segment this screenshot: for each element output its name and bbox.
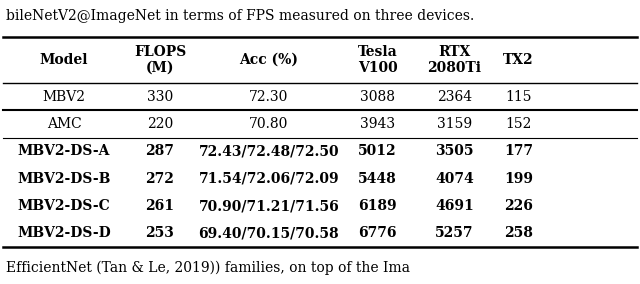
Text: 199: 199 xyxy=(504,172,533,186)
Text: 220: 220 xyxy=(147,117,173,131)
Text: 72.43/72.48/72.50: 72.43/72.48/72.50 xyxy=(198,145,339,158)
Text: 5448: 5448 xyxy=(358,172,397,186)
Text: 226: 226 xyxy=(504,199,533,213)
Text: AMC: AMC xyxy=(47,117,81,131)
Text: Tesla
V100: Tesla V100 xyxy=(358,45,397,75)
Text: 177: 177 xyxy=(504,145,533,158)
Text: Acc (%): Acc (%) xyxy=(239,53,298,67)
Text: 72.30: 72.30 xyxy=(249,90,289,104)
Text: 253: 253 xyxy=(145,226,175,241)
Text: 152: 152 xyxy=(505,117,532,131)
Text: bileNetV2@ImageNet in terms of FPS measured on three devices.: bileNetV2@ImageNet in terms of FPS measu… xyxy=(6,9,475,22)
Text: 3505: 3505 xyxy=(435,145,474,158)
Text: 71.54/72.06/72.09: 71.54/72.06/72.09 xyxy=(198,172,339,186)
Text: MBV2-DS-B: MBV2-DS-B xyxy=(17,172,111,186)
Text: 5257: 5257 xyxy=(435,226,474,241)
Text: 3088: 3088 xyxy=(360,90,395,104)
Text: FLOPS
(M): FLOPS (M) xyxy=(134,45,186,75)
Text: RTX
2080Ti: RTX 2080Ti xyxy=(428,45,481,75)
Text: 5012: 5012 xyxy=(358,145,397,158)
Text: 258: 258 xyxy=(504,226,533,241)
Text: 115: 115 xyxy=(505,90,532,104)
Text: MBV2-DS-A: MBV2-DS-A xyxy=(18,145,110,158)
Text: 261: 261 xyxy=(145,199,175,213)
Text: 287: 287 xyxy=(145,145,175,158)
Text: 330: 330 xyxy=(147,90,173,104)
Text: MBV2-DS-D: MBV2-DS-D xyxy=(17,226,111,241)
Text: EfficientNet (Tan & Le, 2019)) families, on top of the Ima: EfficientNet (Tan & Le, 2019)) families,… xyxy=(6,261,410,275)
Text: 70.90/71.21/71.56: 70.90/71.21/71.56 xyxy=(198,199,339,213)
Text: 4074: 4074 xyxy=(435,172,474,186)
Text: 2364: 2364 xyxy=(437,90,472,104)
Text: 4691: 4691 xyxy=(435,199,474,213)
Text: 272: 272 xyxy=(145,172,175,186)
Text: 6776: 6776 xyxy=(358,226,397,241)
Text: MBV2-DS-C: MBV2-DS-C xyxy=(18,199,110,213)
Text: 3943: 3943 xyxy=(360,117,395,131)
Text: MBV2: MBV2 xyxy=(42,90,86,104)
Text: 6189: 6189 xyxy=(358,199,397,213)
Text: Model: Model xyxy=(40,53,88,67)
Text: 3159: 3159 xyxy=(437,117,472,131)
Text: 69.40/70.15/70.58: 69.40/70.15/70.58 xyxy=(198,226,339,241)
Text: TX2: TX2 xyxy=(503,53,534,67)
Text: 70.80: 70.80 xyxy=(249,117,289,131)
